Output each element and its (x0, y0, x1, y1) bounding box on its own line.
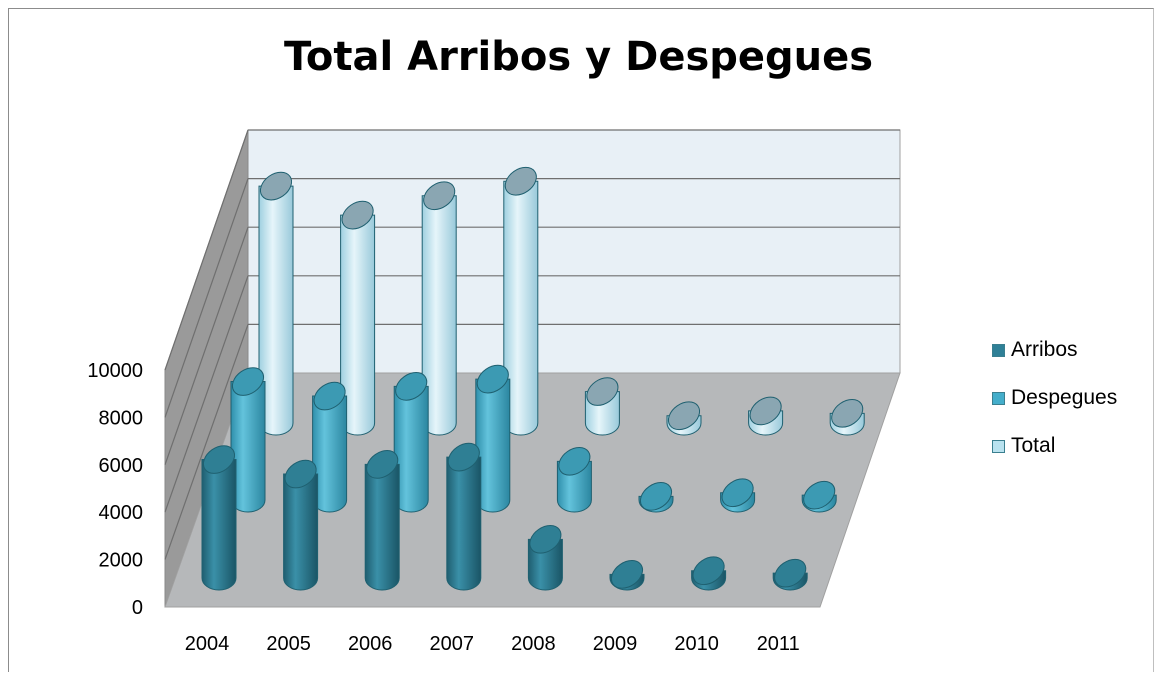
x-tick-label: 2004 (185, 633, 230, 655)
cylinder-despegues-2008 (556, 446, 592, 513)
cylinder-arribos-2004 (201, 445, 237, 591)
legend: Arribos Despegues Total (992, 326, 1117, 470)
x-tick-label: 2010 (674, 633, 719, 655)
cylinder-arribos-2009 (609, 560, 645, 591)
cylinder-top (586, 377, 619, 406)
cylinder-total-2008 (584, 377, 620, 436)
chart-title: Total Arribos y Despegues (283, 34, 874, 80)
gridline (164, 129, 249, 371)
cylinder-top (774, 558, 807, 588)
cylinder-top (231, 367, 265, 396)
y-tick-label: 4000 (99, 502, 144, 524)
legend-item-arribos: Arribos (992, 326, 1117, 374)
gridline (164, 227, 249, 465)
cylinder-top (639, 482, 673, 511)
cylinder-despegues-2011 (801, 480, 837, 513)
x-tick-label: 2009 (593, 633, 638, 655)
cylinder-body (364, 463, 400, 591)
cylinder-top (447, 442, 480, 472)
x-tick-label: 2005 (266, 633, 311, 655)
cylinder-top (202, 445, 236, 474)
gridline (164, 275, 249, 513)
gridline (164, 324, 249, 560)
x-tick-label: 2008 (511, 633, 556, 655)
cylinder-total-2009 (666, 401, 702, 436)
y-tick-label: 6000 (99, 455, 144, 477)
cylinder-arribos-2005 (283, 459, 319, 591)
cylinder-despegues-2006 (393, 372, 429, 513)
cylinder-top (284, 459, 317, 489)
cylinder-top (749, 396, 782, 426)
y-tick-label: 2000 (99, 550, 144, 572)
cylinder-despegues-2007 (475, 364, 511, 513)
cylinder-top (476, 364, 509, 394)
cylinder-body (201, 459, 237, 591)
y-tick-label: 10000 (87, 360, 143, 382)
cylinder-top (667, 401, 701, 431)
chart-frame (8, 8, 1154, 672)
cylinder-arribos-2006 (364, 450, 400, 591)
cylinder-arribos-2010 (691, 556, 727, 591)
cylinder-top (259, 171, 293, 201)
cylinder-top (504, 166, 537, 196)
y-tick-label: 8000 (99, 407, 144, 429)
cylinder-top (529, 524, 562, 554)
cylinder-top (341, 200, 374, 230)
cylinder-body (446, 456, 482, 591)
legend-label: Despegues (1011, 386, 1118, 409)
cylinder-top (610, 560, 644, 589)
legend-item-total: Total (992, 422, 1117, 470)
y-tick-label: 0 (132, 597, 143, 619)
cylinder-despegues-2009 (638, 482, 674, 513)
cylinder-despegues-2010 (720, 478, 756, 513)
cylinder-top (366, 450, 399, 479)
legend-label: Total (1011, 434, 1056, 457)
cylinder-total-2010 (748, 396, 784, 436)
cylinder-arribos-2011 (772, 558, 808, 591)
x-tick-label: 2006 (348, 633, 393, 655)
legend-swatch (992, 391, 1005, 405)
x-tick-label: 2007 (430, 633, 475, 655)
cylinder-total-2006 (421, 181, 457, 436)
cylinder-body (283, 473, 319, 591)
x-tick-label: 2011 (757, 633, 800, 655)
legend-swatch (992, 439, 1005, 453)
legend-label: Arribos (1011, 338, 1078, 361)
cylinder-top (313, 381, 346, 411)
cylinder-arribos-2007 (446, 442, 482, 591)
gridline (164, 178, 249, 418)
cylinder-top (831, 398, 864, 428)
cylinder-despegues-2004 (230, 367, 266, 513)
legend-swatch (992, 343, 1005, 357)
cylinder-top (803, 480, 836, 510)
cylinder-top (692, 556, 725, 586)
cylinder-arribos-2008 (527, 524, 563, 591)
cylinder-top (558, 446, 591, 476)
cylinder-total-2011 (829, 398, 865, 436)
cylinder-top (721, 478, 754, 508)
cylinder-top (423, 181, 456, 211)
legend-item-despegues: Despegues (992, 374, 1117, 422)
cylinder-top (395, 372, 428, 401)
cylinder-despegues-2005 (312, 381, 348, 513)
